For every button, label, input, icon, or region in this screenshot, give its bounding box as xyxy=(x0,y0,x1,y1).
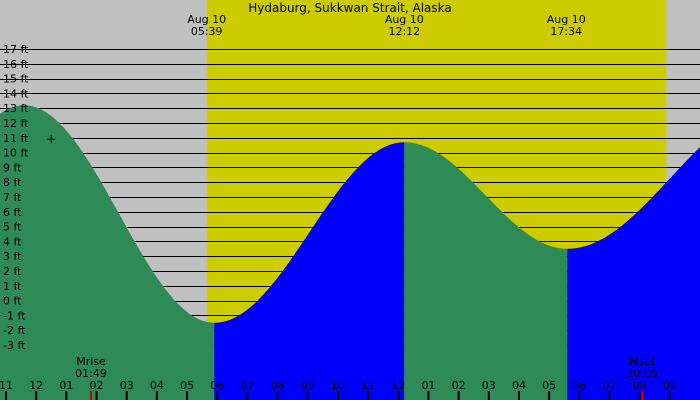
x-tick-label: 12 xyxy=(391,379,405,392)
y-tick-label: 9 ft xyxy=(3,161,22,174)
y-tick-label: 5 ft xyxy=(3,221,22,234)
rising-tide-area xyxy=(214,142,405,400)
x-tick-label: 02 xyxy=(90,379,104,392)
falling-tide-area xyxy=(404,142,568,400)
y-tick-label: 11 ft xyxy=(3,132,29,145)
tide-area xyxy=(0,105,700,400)
x-tick-label: 07 xyxy=(602,379,616,392)
x-tick-label: 11 xyxy=(361,379,375,392)
x-tick-label: 03 xyxy=(120,379,134,392)
y-tick-label: -1 ft xyxy=(3,309,26,322)
x-tick-label: 09 xyxy=(301,379,315,392)
x-tick-label: 04 xyxy=(150,379,164,392)
top-date-label: Aug 10 xyxy=(547,13,586,26)
x-tick-label: 01 xyxy=(59,379,73,392)
x-tick-label: 10 xyxy=(331,379,345,392)
x-tick-label: 04 xyxy=(512,379,526,392)
x-tick-label: 06 xyxy=(572,379,586,392)
x-tick-label: 03 xyxy=(482,379,496,392)
y-tick-label: 7 ft xyxy=(3,191,22,204)
x-tick-label: 05 xyxy=(542,379,556,392)
current-marker xyxy=(47,135,56,144)
x-axis-ticks: 11 12 01 02 03 04 05 06 07 08 09 10 11 12 01 02 03 04 05 06… xyxy=(0,379,677,400)
x-tick-label: 01 xyxy=(421,379,435,392)
y-tick-label: 4 ft xyxy=(3,235,22,248)
y-tick-label: 15 ft xyxy=(3,73,29,86)
falling-tide-area xyxy=(0,105,215,400)
top-time-label: 12:12 xyxy=(388,25,420,38)
x-tick-label: 07 xyxy=(240,379,254,392)
y-tick-label: 2 ft xyxy=(3,265,22,278)
y-tick-label: 6 ft xyxy=(3,206,22,219)
y-axis-labels: -3 ft -2 ft -1 ft0 ft 1 ft 2 ft 3 ft 4 ft5 ft 6… xyxy=(3,43,29,352)
y-tick-label: 10 ft xyxy=(3,147,29,160)
x-tick-label: 09 xyxy=(663,379,677,392)
y-tick-label: -2 ft xyxy=(3,324,26,337)
x-tick-label: 02 xyxy=(452,379,466,392)
x-tick-label: 06 xyxy=(210,379,224,392)
y-tick-label: 16 ft xyxy=(3,58,29,71)
top-time-label: 05:39 xyxy=(191,25,223,38)
y-tick-label: -3 ft xyxy=(3,339,26,352)
y-tick-label: 3 ft xyxy=(3,250,22,263)
chart-title: Hydaburg, Sukkwan Strait, Alaska xyxy=(248,1,452,15)
x-tick-label: 05 xyxy=(180,379,194,392)
x-tick-label: 11 xyxy=(0,379,13,392)
moon-time-label: 20:05 xyxy=(626,367,658,380)
y-tick-label: 8 ft xyxy=(3,176,22,189)
y-tick-label: 1 ft xyxy=(3,280,22,293)
y-tick-label: 14 ft xyxy=(3,87,29,100)
top-time-label: 17:34 xyxy=(550,25,582,38)
y-tick-label: 13 ft xyxy=(3,102,29,115)
top-date-label: Aug 10 xyxy=(385,13,424,26)
y-tick-label: 17 ft xyxy=(3,43,29,56)
x-tick-label: 08 xyxy=(271,379,285,392)
y-tick-label: 0 ft xyxy=(3,295,22,308)
moon-event-label: Mset xyxy=(629,355,656,368)
rising-tide-area xyxy=(567,147,700,400)
moon-event-label: Mrise xyxy=(76,355,106,368)
x-tick-label: 12 xyxy=(29,379,43,392)
moon-time-label: 01:49 xyxy=(75,367,107,380)
y-tick-label: 12 ft xyxy=(3,117,29,130)
x-tick-label: 08 xyxy=(633,379,647,392)
top-date-label: Aug 10 xyxy=(187,13,226,26)
